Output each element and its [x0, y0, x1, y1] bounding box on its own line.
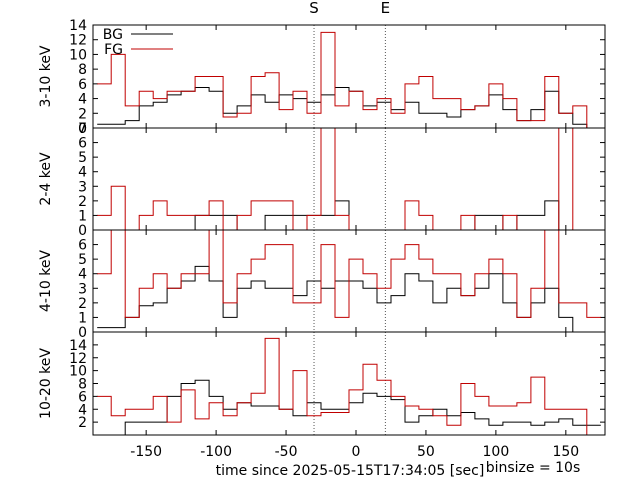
marker-label-e: E: [381, 0, 390, 17]
y-tick-label: 1: [78, 310, 87, 326]
y-tick-label: 4: [78, 402, 87, 418]
series-bg-line: [97, 379, 601, 435]
y-tick-label: 0: [78, 223, 87, 239]
y-tick-label: 10: [69, 47, 87, 63]
x-tick-label: 100: [483, 444, 510, 460]
panel-frame: [92, 24, 606, 129]
y-tick-label: 6: [78, 77, 87, 93]
y-tick-label: 5: [78, 252, 87, 268]
y-tick-label: 14: [69, 338, 87, 354]
series-fg-line: [97, 31, 601, 128]
marker-label-s: S: [309, 0, 319, 17]
y-tick-label: 0: [78, 121, 87, 137]
binsize-label: binsize = 10s: [486, 460, 581, 476]
series-bg-line: [97, 200, 601, 230]
series-bg-line: [97, 265, 601, 332]
y-tick-label: 0: [78, 325, 87, 341]
x-tick-label: -150: [130, 444, 162, 460]
y-tick-label: 14: [69, 18, 87, 34]
y-tick-label: 7: [78, 121, 87, 137]
y-tick-label: 8: [78, 377, 87, 393]
y-tick-label: 2: [78, 106, 87, 122]
y-axis-label: 3-10 keV: [38, 45, 54, 107]
x-tick-label: 50: [417, 444, 435, 460]
x-tick-label: -100: [200, 444, 232, 460]
y-tick-label: 4: [78, 267, 87, 283]
y-tick-label: 2: [78, 296, 87, 312]
y-tick-label: 12: [69, 351, 87, 367]
y-tick-label: 1: [78, 208, 87, 224]
y-tick-label: 2: [78, 415, 87, 431]
y-tick-label: 10: [69, 364, 87, 380]
y-tick-label: 6: [78, 389, 87, 405]
x-tick-label: 0: [352, 444, 361, 460]
panel-frame: [92, 331, 606, 436]
legend-label-fg: FG: [104, 42, 123, 58]
y-axis-label: 2-4 keV: [38, 152, 54, 206]
y-tick-label: 8: [78, 62, 87, 78]
series-fg-line: [97, 337, 601, 435]
y-tick-label: 5: [78, 150, 87, 166]
y-tick-label: 4: [78, 165, 87, 181]
series-fg-line: [97, 230, 601, 318]
y-tick-label: 4: [78, 92, 87, 108]
y-axis-label: 4-10 keV: [38, 250, 54, 312]
x-tick-label: -50: [275, 444, 298, 460]
legend-label-bg: BG: [103, 27, 123, 43]
y-tick-label: 6: [78, 136, 87, 152]
y-tick-label: 3: [78, 281, 87, 297]
y-tick-label: 12: [69, 33, 87, 49]
y-tick-label: 6: [78, 238, 87, 254]
y-tick-label: 2: [78, 194, 87, 210]
x-axis-label: time since 2025-05-15T17:34:05 [sec]: [216, 463, 485, 479]
y-tick-label: 3: [78, 179, 87, 195]
x-tick-label: 150: [552, 444, 579, 460]
y-tick-label: 0: [78, 121, 87, 137]
y-axis-label: 10-20 keV: [38, 348, 54, 419]
series-fg-line: [97, 128, 601, 230]
